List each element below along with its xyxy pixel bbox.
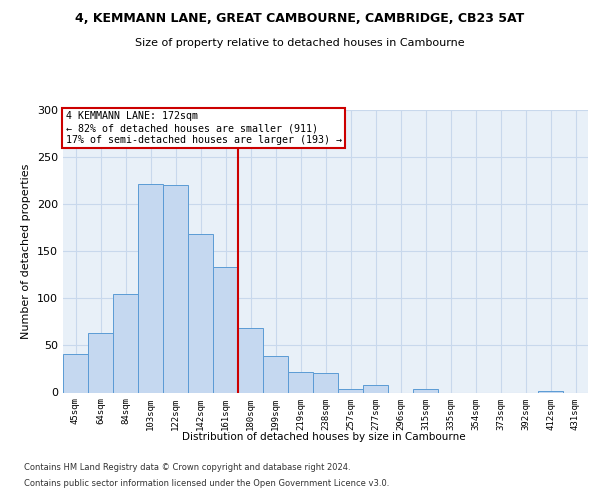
- Bar: [338, 388, 363, 392]
- Bar: [238, 328, 263, 392]
- Bar: [538, 390, 563, 392]
- Bar: [288, 372, 313, 392]
- Text: Contains public sector information licensed under the Open Government Licence v3: Contains public sector information licen…: [24, 479, 389, 488]
- Bar: [213, 268, 238, 392]
- Text: Contains HM Land Registry data © Crown copyright and database right 2024.: Contains HM Land Registry data © Crown c…: [24, 462, 350, 471]
- Bar: [163, 186, 188, 392]
- Bar: [88, 333, 113, 392]
- Bar: [313, 372, 338, 392]
- Bar: [188, 234, 213, 392]
- Text: Size of property relative to detached houses in Cambourne: Size of property relative to detached ho…: [135, 38, 465, 48]
- Y-axis label: Number of detached properties: Number of detached properties: [22, 164, 31, 339]
- Bar: [413, 388, 438, 392]
- Text: 4 KEMMANN LANE: 172sqm
← 82% of detached houses are smaller (911)
17% of semi-de: 4 KEMMANN LANE: 172sqm ← 82% of detached…: [65, 112, 341, 144]
- Text: Distribution of detached houses by size in Cambourne: Distribution of detached houses by size …: [182, 432, 466, 442]
- Bar: [363, 385, 388, 392]
- Bar: [263, 356, 288, 393]
- Bar: [113, 294, 138, 392]
- Text: 4, KEMMANN LANE, GREAT CAMBOURNE, CAMBRIDGE, CB23 5AT: 4, KEMMANN LANE, GREAT CAMBOURNE, CAMBRI…: [76, 12, 524, 26]
- Bar: [138, 184, 163, 392]
- Bar: [63, 354, 88, 393]
